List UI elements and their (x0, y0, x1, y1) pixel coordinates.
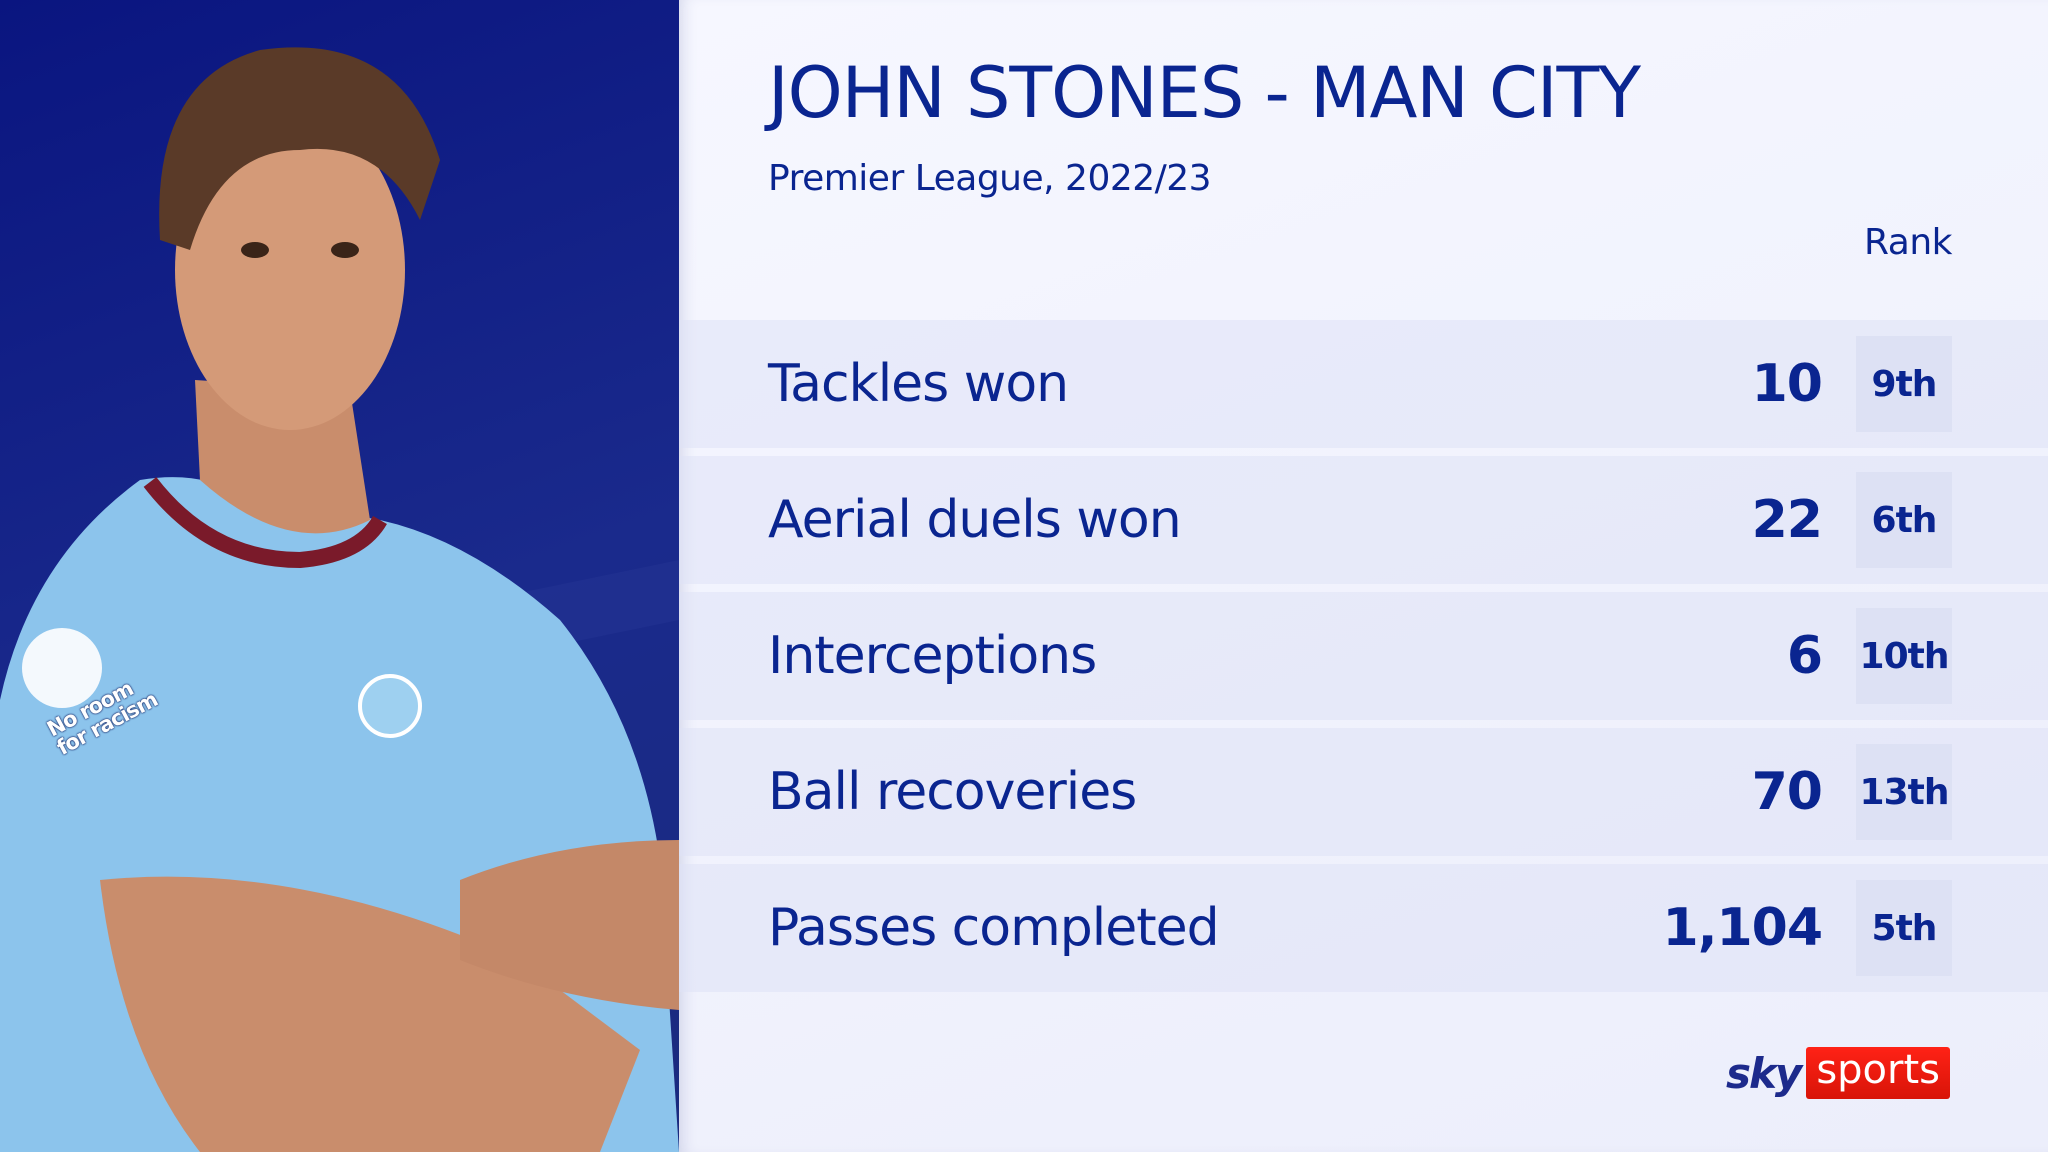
stat-label: Interceptions (768, 626, 1097, 686)
stat-value: 6 (1786, 626, 1823, 686)
sky-wordmark: sky (1726, 1048, 1802, 1098)
stat-value: 10 (1751, 354, 1823, 414)
page-title: JOHN STONES - MAN CITY (768, 52, 1641, 134)
stat-row-aerial-duels-won: Aerial duels won 22 6th (679, 456, 2048, 584)
sky-sports-logo: sky sports (1726, 1047, 1950, 1099)
stat-row-interceptions: Interceptions 6 10th (679, 592, 2048, 720)
stat-row-tackles-won: Tackles won 10 9th (679, 320, 2048, 448)
stat-rank-badge: 6th (1856, 472, 1952, 568)
stat-label: Ball recoveries (768, 762, 1137, 822)
stat-label: Aerial duels won (768, 490, 1182, 550)
stat-rank-badge: 5th (1856, 880, 1952, 976)
sports-wordmark: sports (1806, 1047, 1950, 1099)
stat-label: Tackles won (768, 354, 1069, 414)
stat-value: 1,104 (1662, 898, 1823, 958)
rank-column-header: Rank (1864, 222, 1952, 263)
stat-rank-badge: 9th (1856, 336, 1952, 432)
competition-subtitle: Premier League, 2022/23 (768, 158, 1212, 199)
stat-value: 70 (1751, 762, 1823, 822)
stat-label: Passes completed (768, 898, 1220, 958)
stat-value: 22 (1751, 490, 1823, 550)
stat-rank-badge: 10th (1856, 608, 1952, 704)
stat-rank-badge: 13th (1856, 744, 1952, 840)
stat-row-passes-completed: Passes completed 1,104 5th (679, 864, 2048, 992)
stat-row-ball-recoveries: Ball recoveries 70 13th (679, 728, 2048, 856)
player-photo: No room for racism (0, 0, 679, 1152)
